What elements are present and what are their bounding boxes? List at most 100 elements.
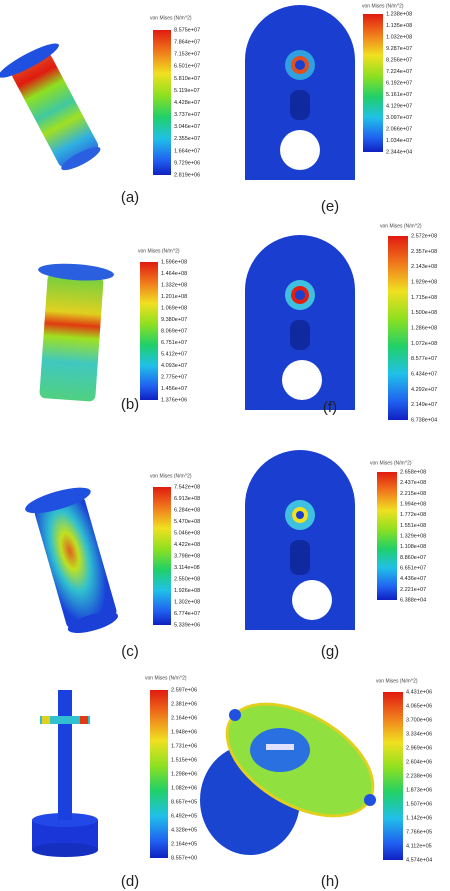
legend-bar <box>150 690 168 858</box>
legend-tick-label: 2.357e+08 <box>411 249 437 255</box>
panel-label: (g) <box>321 643 339 660</box>
legend-bar <box>363 14 383 152</box>
legend-tick-label: 1.929e+08 <box>411 279 437 285</box>
legend-tick-label: 7.153e+07 <box>174 52 200 58</box>
legend-bar <box>383 692 403 860</box>
legend-tick-label: 4.428e+07 <box>174 100 200 106</box>
legend-tick-label: 6.738e+04 <box>411 417 437 423</box>
legend-tick-label: 1.994e+08 <box>400 501 426 507</box>
legend-tick-label: 2.550e+08 <box>174 576 200 582</box>
legend-bar <box>140 262 158 400</box>
legend-tick-label: 4.065e+06 <box>406 703 432 709</box>
legend-tick-label: 4.093e+07 <box>161 363 187 369</box>
legend-tick-label: 1.302e+08 <box>174 599 200 605</box>
legend-tick-label: 6.913e+08 <box>174 496 200 502</box>
legend-tick-label: 2.164e+05 <box>171 841 197 847</box>
legend-tick-label: 2.355e+07 <box>174 136 200 142</box>
legend-tick-label: 3.046e+07 <box>174 124 200 130</box>
legend-tick-label: 9.287e+07 <box>386 46 412 52</box>
legend-tick-label: 7.766e+05 <box>406 829 432 835</box>
model-d <box>32 690 98 857</box>
legend-tick-label: 1.515e+06 <box>171 757 197 763</box>
legend-tick-label: 3.097e+07 <box>386 115 412 121</box>
legend-tick-label: 8.657e+05 <box>171 799 197 805</box>
panel-label: (b) <box>121 396 139 413</box>
legend-tick-label: 4.129e+07 <box>386 103 412 109</box>
legend-tick-label: 1.201e+08 <box>161 294 187 300</box>
legend-tick-label: 4.574e+04 <box>406 857 432 863</box>
legend-tick-label: 2.658e+08 <box>400 469 426 475</box>
legend-tick-label: 7.542e+08 <box>174 484 200 490</box>
legend-tick-label: 1.731e+06 <box>171 743 197 749</box>
legend-tick-label: 5.119e+07 <box>174 88 200 94</box>
legend-tick-label: 6.492e+05 <box>171 813 197 819</box>
model-h <box>200 702 376 855</box>
legend-tick-label: 2.164e+06 <box>171 715 197 721</box>
legend-tick-label: 2.238e+06 <box>406 773 432 779</box>
model-g <box>245 450 355 630</box>
legend-tick-label: 5.470e+08 <box>174 519 200 525</box>
legend-bar <box>153 487 171 625</box>
legend-bar <box>153 30 171 175</box>
panel-label: (c) <box>121 643 139 660</box>
legend-bar <box>377 472 397 600</box>
legend-tick-label: 2.819e+06 <box>174 172 200 178</box>
legend-tick-label: 2.969e+06 <box>406 745 432 751</box>
legend-title: von Mises (N/m^2) <box>150 15 192 21</box>
legend-tick-label: 6.751e+07 <box>161 340 187 346</box>
model-a <box>0 43 101 171</box>
legend-tick-label: 5.161e+07 <box>386 92 412 98</box>
model-e <box>245 5 355 180</box>
legend-title: von Mises (N/m^2) <box>150 473 192 479</box>
legend-tick-label: 1.507e+06 <box>406 801 432 807</box>
legend-tick-label: 3.700e+06 <box>406 717 432 723</box>
legend-tick-label: 1.082e+06 <box>171 785 197 791</box>
panel-label: (d) <box>121 873 139 890</box>
legend-tick-label: 1.500e+08 <box>411 310 437 316</box>
legend-tick-label: 6.284e+08 <box>174 507 200 513</box>
legend-tick-label: 1.329e+08 <box>400 533 426 539</box>
legend-tick-label: 1.926e+08 <box>174 588 200 594</box>
legend-tick-label: 1.032e+08 <box>386 34 412 40</box>
legend-tick-label: 6.388e+04 <box>400 597 426 603</box>
model-b <box>38 263 114 402</box>
legend-tick-label: 1.551e+08 <box>400 523 426 529</box>
legend-tick-label: 6.651e+07 <box>400 565 426 571</box>
legend-tick-label: 2.143e+08 <box>411 264 437 270</box>
legend-tick-label: 6.774e+07 <box>174 611 200 617</box>
legend-title: von Mises (N/m^2) <box>370 460 412 466</box>
legend-tick-label: 4.422e+08 <box>174 542 200 548</box>
legend-title: von Mises (N/m^2) <box>362 3 404 9</box>
legend-tick-label: 2.597e+06 <box>171 687 197 693</box>
legend-tick-label: 5.412e+07 <box>161 351 187 357</box>
legend-tick-label: 2.572e+08 <box>411 233 437 239</box>
legend-tick-label: 1.464e+08 <box>161 271 187 277</box>
legend-tick-label: 1.069e+08 <box>161 305 187 311</box>
legend-title: von Mises (N/m^2) <box>145 675 187 681</box>
legend-tick-label: 1.332e+08 <box>161 282 187 288</box>
legend-tick-label: 5.046e+08 <box>174 530 200 536</box>
legend-tick-label: 1.142e+06 <box>406 815 432 821</box>
legends: von Mises (N/m^2) 8.575e+07 7.864e+07 7.153… <box>121 3 437 890</box>
legend-tick-label: 1.108e+08 <box>400 544 426 550</box>
legend-tick-label: 6.501e+07 <box>174 64 200 70</box>
legend-tick-label: 1.456e+07 <box>161 386 187 392</box>
legend-tick-label: 2.215e+08 <box>400 491 426 497</box>
legend-tick-label: 4.328e+05 <box>171 827 197 833</box>
legend-bar <box>388 236 408 420</box>
legend-tick-label: 1.034e+07 <box>386 138 412 144</box>
legend-tick-label: 1.772e+08 <box>400 512 426 518</box>
legend-tick-label: 1.298e+06 <box>171 771 197 777</box>
legend-title: von Mises (N/m^2) <box>138 248 180 254</box>
legend-tick-label: 1.664e+07 <box>174 148 200 154</box>
legend-tick-label: 4.112e+05 <box>406 843 432 849</box>
legend-tick-label: 4.431e+06 <box>406 689 432 695</box>
legend-tick-label: 1.238e+08 <box>386 11 412 17</box>
legend-tick-label: 2.381e+06 <box>171 701 197 707</box>
legend-tick-label: 1.376e+06 <box>161 397 187 403</box>
legend-tick-label: 9.380e+07 <box>161 317 187 323</box>
legend-tick-label: 1.596e+08 <box>161 259 187 265</box>
legend-tick-label: 8.860e+07 <box>400 555 426 561</box>
legend-tick-label: 4.436e+07 <box>400 576 426 582</box>
